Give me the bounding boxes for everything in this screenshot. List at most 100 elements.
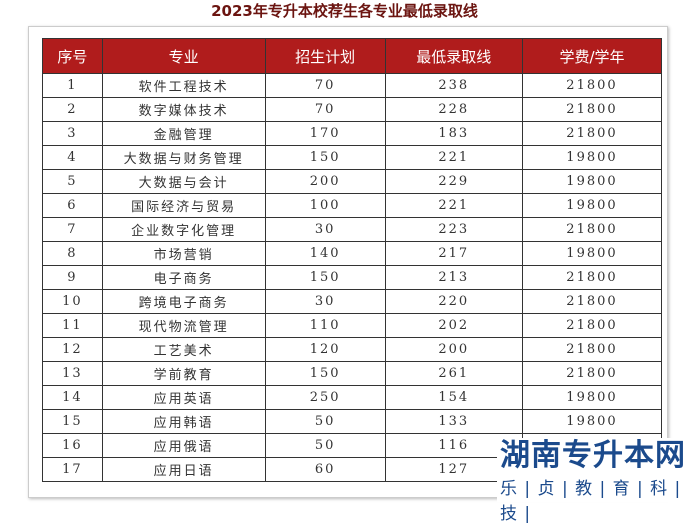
table-cell: 150 bbox=[264, 145, 386, 170]
table-cell: 16 bbox=[42, 433, 103, 458]
table-cell: 154 bbox=[384, 385, 523, 410]
table-cell: 30 bbox=[264, 289, 386, 314]
table-cell: 150 bbox=[264, 265, 386, 290]
table-cell: 国际经济与贸易 bbox=[101, 193, 266, 218]
table-cell: 223 bbox=[384, 217, 523, 242]
table-cell: 2 bbox=[42, 97, 103, 122]
table-cell: 15 bbox=[42, 409, 103, 434]
table-cell: 200 bbox=[384, 337, 523, 362]
table-cell: 261 bbox=[384, 361, 523, 386]
table-cell: 19800 bbox=[521, 145, 663, 170]
table-row: 10 跨境电子商务 30 220 21800 bbox=[42, 289, 663, 314]
table-cell: 21800 bbox=[521, 289, 663, 314]
watermark-subtitle: 乐 | 贞 | 教 | 育 | 科 | 技 | bbox=[500, 479, 682, 524]
table-cell: 4 bbox=[42, 145, 103, 170]
table-cell: 应用韩语 bbox=[101, 409, 266, 434]
table-cell: 应用英语 bbox=[101, 385, 266, 410]
table-cell: 21800 bbox=[521, 361, 663, 386]
table-cell: 7 bbox=[42, 217, 103, 242]
table-cell: 50 bbox=[264, 433, 386, 458]
column-header: 专业 bbox=[101, 38, 266, 74]
table-row: 5 大数据与会计 200 229 19800 bbox=[42, 169, 663, 194]
page-title: 2023年专升本校荐生各专业最低录取线 bbox=[211, 2, 478, 20]
table-cell: 14 bbox=[42, 385, 103, 410]
table-cell: 21800 bbox=[521, 337, 663, 362]
table-cell: 221 bbox=[384, 145, 523, 170]
watermark-logo: 湖南专升本网 乐 | 贞 | 教 | 育 | 科 | 技 | bbox=[497, 438, 689, 524]
table-cell: 应用日语 bbox=[101, 457, 266, 482]
table-cell: 19800 bbox=[521, 169, 663, 194]
table-cell: 19800 bbox=[521, 385, 663, 410]
table-cell: 30 bbox=[264, 217, 386, 242]
watermark-title: 湖南专升本网 bbox=[500, 438, 686, 473]
table-cell: 110 bbox=[264, 313, 386, 338]
table-row: 12 工艺美术 120 200 21800 bbox=[42, 337, 663, 362]
table-cell: 60 bbox=[264, 457, 386, 482]
table-cell: 现代物流管理 bbox=[101, 313, 266, 338]
table-cell: 工艺美术 bbox=[101, 337, 266, 362]
column-header: 学费/学年 bbox=[521, 38, 663, 74]
table-cell: 21800 bbox=[521, 73, 663, 98]
table-cell: 220 bbox=[384, 289, 523, 314]
table-cell: 150 bbox=[264, 361, 386, 386]
table-row: 7 企业数字化管理 30 223 21800 bbox=[42, 217, 663, 242]
table-cell: 202 bbox=[384, 313, 523, 338]
column-header: 最低录取线 bbox=[384, 38, 523, 74]
table-cell: 21800 bbox=[521, 313, 663, 338]
table-row: 8 市场营销 140 217 19800 bbox=[42, 241, 663, 266]
table-cell: 183 bbox=[384, 121, 523, 146]
admission-table: 序号 专业 招生计划 最低录取线 学费/学年 1 软件工程技术 70 238 21800 2 数字媒… bbox=[42, 38, 663, 482]
table-row: 6 国际经济与贸易 100 221 19800 bbox=[42, 193, 663, 218]
table-cell: 电子商务 bbox=[101, 265, 266, 290]
table-cell: 170 bbox=[264, 121, 386, 146]
table-row: 15 应用韩语 50 133 19800 bbox=[42, 409, 663, 434]
column-header: 序号 bbox=[42, 38, 103, 74]
table-cell: 学前教育 bbox=[101, 361, 266, 386]
table-cell: 13 bbox=[42, 361, 103, 386]
table-cell: 100 bbox=[264, 193, 386, 218]
table-cell: 213 bbox=[384, 265, 523, 290]
table-cell: 19800 bbox=[521, 409, 663, 434]
table-cell: 229 bbox=[384, 169, 523, 194]
table-cell: 70 bbox=[264, 97, 386, 122]
table-row: 9 电子商务 150 213 21800 bbox=[42, 265, 663, 290]
table-header: 序号 专业 招生计划 最低录取线 学费/学年 bbox=[42, 38, 663, 74]
table-cell: 200 bbox=[264, 169, 386, 194]
table-cell: 120 bbox=[264, 337, 386, 362]
table-cell: 跨境电子商务 bbox=[101, 289, 266, 314]
table-cell: 6 bbox=[42, 193, 103, 218]
table-cell: 9 bbox=[42, 265, 103, 290]
table-cell: 市场营销 bbox=[101, 241, 266, 266]
table-cell: 17 bbox=[42, 457, 103, 482]
table-cell: 大数据与会计 bbox=[101, 169, 266, 194]
table-row: 14 应用英语 250 154 19800 bbox=[42, 385, 663, 410]
table-cell: 21800 bbox=[521, 265, 663, 290]
table-cell: 21800 bbox=[521, 97, 663, 122]
table-cell: 70 bbox=[264, 73, 386, 98]
table-cell: 238 bbox=[384, 73, 523, 98]
table-cell: 金融管理 bbox=[101, 121, 266, 146]
table-row: 4 大数据与财务管理 150 221 19800 bbox=[42, 145, 663, 170]
table-cell: 217 bbox=[384, 241, 523, 266]
table-cell: 软件工程技术 bbox=[101, 73, 266, 98]
table-cell: 221 bbox=[384, 193, 523, 218]
table-row: 1 软件工程技术 70 238 21800 bbox=[42, 73, 663, 98]
table-cell: 12 bbox=[42, 337, 103, 362]
table-cell: 1 bbox=[42, 73, 103, 98]
table-cell: 10 bbox=[42, 289, 103, 314]
table-row: 3 金融管理 170 183 21800 bbox=[42, 121, 663, 146]
table-cell: 133 bbox=[384, 409, 523, 434]
table-cell: 11 bbox=[42, 313, 103, 338]
table-cell: 数字媒体技术 bbox=[101, 97, 266, 122]
table-cell: 3 bbox=[42, 121, 103, 146]
table-cell: 19800 bbox=[521, 241, 663, 266]
column-header: 招生计划 bbox=[264, 38, 386, 74]
table-cell: 228 bbox=[384, 97, 523, 122]
table-cell: 21800 bbox=[521, 121, 663, 146]
table-cell: 大数据与财务管理 bbox=[101, 145, 266, 170]
table-cell: 140 bbox=[264, 241, 386, 266]
table-row: 2 数字媒体技术 70 228 21800 bbox=[42, 97, 663, 122]
table-cell: 企业数字化管理 bbox=[101, 217, 266, 242]
table-row: 13 学前教育 150 261 21800 bbox=[42, 361, 663, 386]
table-cell: 8 bbox=[42, 241, 103, 266]
